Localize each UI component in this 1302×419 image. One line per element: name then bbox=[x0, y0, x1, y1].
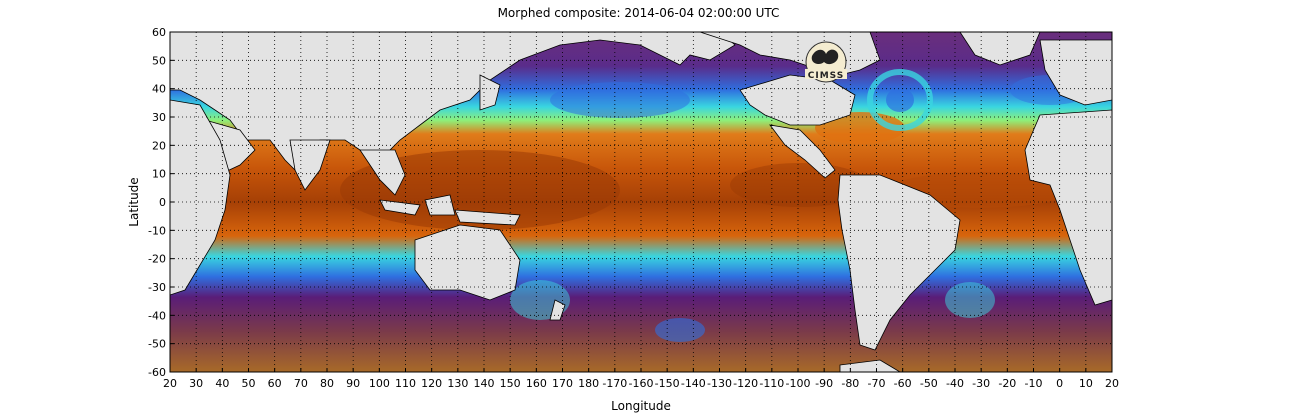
x-tick-label: 80 bbox=[320, 377, 334, 390]
x-axis-label: Longitude bbox=[611, 399, 671, 413]
map-title: Morphed composite: 2014-06-04 02:00:00 U… bbox=[497, 6, 780, 20]
x-tick-label: 90 bbox=[346, 377, 360, 390]
x-tick-label: 180 bbox=[578, 377, 599, 390]
y-tick-label: -10 bbox=[148, 224, 166, 237]
y-axis-label: Latitude bbox=[127, 177, 141, 226]
y-tick-label: 50 bbox=[152, 54, 166, 67]
x-tick-label: -50 bbox=[920, 377, 938, 390]
x-tick-label: -20 bbox=[998, 377, 1016, 390]
x-tick-labels: 20 30 40 50 60 70 80 90 100 110 120 130 140 150 160 170… bbox=[163, 377, 1119, 390]
x-tick-label: 140 bbox=[474, 377, 495, 390]
x-tick-label: 20 bbox=[1105, 377, 1119, 390]
map-grid bbox=[170, 32, 1112, 372]
y-tick-label: -20 bbox=[148, 253, 166, 266]
x-tick-label: 40 bbox=[215, 377, 229, 390]
x-tick-label: 0 bbox=[1056, 377, 1063, 390]
logo-text: CIMSS bbox=[808, 71, 844, 81]
y-tick-labels: 60 50 40 30 20 10 0 -10 -20 -30 -40 -50 -60 bbox=[148, 26, 166, 379]
y-tick-label: 60 bbox=[152, 26, 166, 39]
y-tick-label: 40 bbox=[152, 83, 166, 96]
x-tick-label: -130 bbox=[707, 377, 732, 390]
x-tick-label: -80 bbox=[841, 377, 859, 390]
y-tick-label: 0 bbox=[159, 196, 166, 209]
x-tick-label: 70 bbox=[294, 377, 308, 390]
x-tick-label: -170 bbox=[602, 377, 627, 390]
y-tick-label: -30 bbox=[148, 281, 166, 294]
x-tick-label: 60 bbox=[268, 377, 282, 390]
x-tick-label: -40 bbox=[946, 377, 964, 390]
y-tick-label: -60 bbox=[148, 366, 166, 379]
x-tick-label: -110 bbox=[759, 377, 784, 390]
x-tick-label: 50 bbox=[242, 377, 256, 390]
axis-ticks bbox=[169, 31, 1113, 373]
x-tick-label: -60 bbox=[894, 377, 912, 390]
x-tick-label: 10 bbox=[1079, 377, 1093, 390]
x-tick-label: 170 bbox=[552, 377, 573, 390]
x-tick-label: -90 bbox=[815, 377, 833, 390]
data-field bbox=[170, 32, 1112, 372]
x-tick-label: 130 bbox=[447, 377, 468, 390]
y-tick-label: 10 bbox=[152, 168, 166, 181]
x-tick-label: 120 bbox=[421, 377, 442, 390]
x-tick-label: -30 bbox=[972, 377, 990, 390]
y-tick-label: -40 bbox=[148, 309, 166, 322]
x-tick-label: 160 bbox=[526, 377, 547, 390]
landmasses bbox=[170, 32, 1112, 372]
x-tick-label: 100 bbox=[369, 377, 390, 390]
x-tick-label: -10 bbox=[1025, 377, 1043, 390]
y-tick-label: 20 bbox=[152, 139, 166, 152]
x-tick-label: -150 bbox=[655, 377, 680, 390]
x-tick-label: 110 bbox=[395, 377, 416, 390]
x-tick-label: -160 bbox=[629, 377, 654, 390]
x-tick-label: -70 bbox=[868, 377, 886, 390]
x-tick-label: 30 bbox=[189, 377, 203, 390]
x-tick-label: -140 bbox=[681, 377, 706, 390]
cimss-logo: CIMSS bbox=[805, 41, 847, 83]
y-tick-label: -50 bbox=[148, 338, 166, 351]
y-tick-label: 30 bbox=[152, 111, 166, 124]
x-tick-label: -100 bbox=[786, 377, 811, 390]
x-tick-label: 20 bbox=[163, 377, 177, 390]
x-tick-label: 150 bbox=[500, 377, 521, 390]
x-tick-label: -120 bbox=[733, 377, 758, 390]
